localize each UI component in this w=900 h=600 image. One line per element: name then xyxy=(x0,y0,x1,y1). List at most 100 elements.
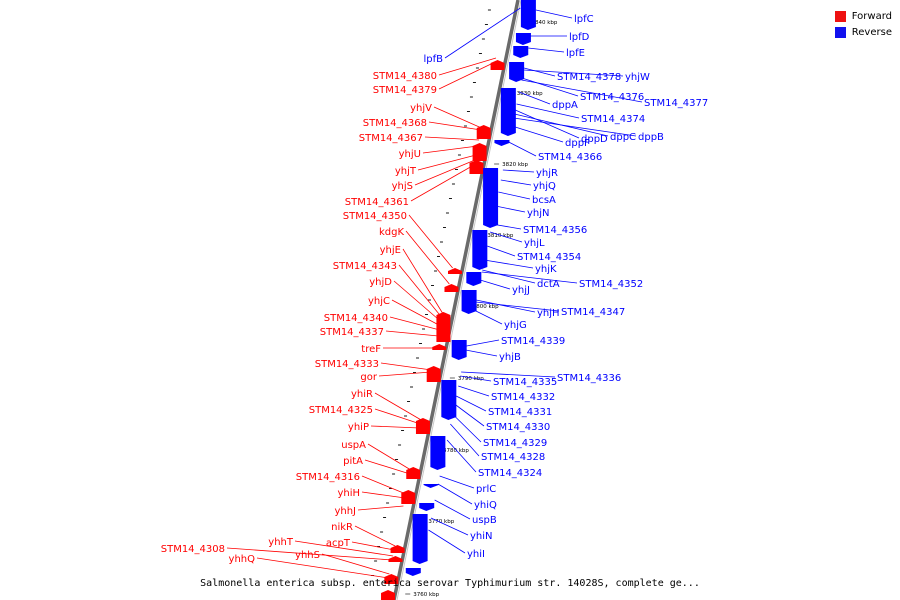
gene-leader-line xyxy=(461,371,556,378)
gene-leader-line xyxy=(428,529,466,554)
gene-label: STM14_4378 xyxy=(557,72,621,83)
forward-gene-feature xyxy=(432,344,447,350)
gene-leader-line xyxy=(438,57,497,76)
gene-label: kdgK xyxy=(379,227,404,238)
forward-gene-feature xyxy=(476,125,491,139)
gene-label: treF xyxy=(361,344,381,355)
gene-label: dctA xyxy=(537,279,560,290)
gene-leader-line xyxy=(428,121,482,131)
gene-label: STM14_4347 xyxy=(561,307,625,318)
gene-label: nikR xyxy=(331,522,353,533)
gene-label: yhjL xyxy=(524,238,545,249)
gene-leader-line xyxy=(389,316,440,331)
gene-label: uspA xyxy=(341,440,366,451)
gene-leader-line xyxy=(450,423,480,457)
gene-label: acpT xyxy=(326,538,351,549)
gene-label: gor xyxy=(360,372,377,383)
gene-leader-line xyxy=(460,375,492,382)
legend-label-reverse: Reverse xyxy=(851,26,892,38)
forward-gene-feature xyxy=(469,160,484,174)
reverse-gene-feature xyxy=(509,62,525,82)
reverse-gene-feature xyxy=(472,230,488,270)
gene-label: STM14_4331 xyxy=(488,407,552,418)
gene-label: lpfB xyxy=(423,54,443,65)
gene-label: yhiQ xyxy=(474,500,497,511)
reverse-gene-feature xyxy=(500,88,516,136)
gene-label: STM14_4352 xyxy=(579,279,643,290)
gene-leader-line xyxy=(354,525,396,547)
gene-leader-line xyxy=(367,443,412,471)
reverse-gene-feature xyxy=(461,290,477,314)
gene-leader-line xyxy=(357,505,404,511)
gene-label: yhjN xyxy=(527,208,550,219)
gene-leader-line xyxy=(495,205,526,213)
gene-label: STM14_4367 xyxy=(359,133,423,144)
reverse-gene-feature xyxy=(430,436,446,470)
gene-label: yhjJ xyxy=(512,285,530,296)
scale-ticks: 3840 kbp 3830 kbp 3820 kbp 3810 kbp 3800 kbp… xyxy=(371,9,558,598)
forward-swatch xyxy=(834,10,846,22)
gene-label: dppF xyxy=(565,138,590,149)
gene-leader-line xyxy=(498,191,531,200)
reverse-gene-feature xyxy=(405,568,421,576)
gene-label: yhjB xyxy=(499,352,521,363)
forward-gene-feature xyxy=(388,556,403,562)
gene-leader-line xyxy=(518,91,551,105)
gene-leader-line xyxy=(378,371,432,377)
forward-gene-feature xyxy=(381,590,396,600)
reverse-gene-feature xyxy=(419,503,435,511)
gene-leader-line xyxy=(528,47,565,53)
gene-leader-line xyxy=(454,403,485,427)
legend-item-forward: Forward xyxy=(834,8,892,24)
gene-leader-line xyxy=(402,248,444,315)
gene-leader-line xyxy=(391,299,441,327)
gene-labels: lpfB STM14_4380 STM14_4379 yhjV STM14_4368 ST… xyxy=(161,7,708,579)
gene-label: dppD xyxy=(581,134,608,145)
gene-leader-line xyxy=(515,109,580,139)
forward-gene-feature xyxy=(472,143,487,161)
gene-label: STM14_4339 xyxy=(501,336,565,347)
gene-leader-line xyxy=(434,499,471,520)
forward-gene-feature xyxy=(444,284,459,292)
reverse-gene-feature xyxy=(423,484,439,488)
gene-label: yhjH xyxy=(537,308,560,319)
gene-leader-line xyxy=(446,439,477,473)
gene-leader-line xyxy=(484,259,534,269)
gene-leader-line xyxy=(489,231,523,243)
gene-label: STM14_4374 xyxy=(581,114,645,125)
forward-gene-feature xyxy=(426,366,441,382)
gene-leader-line xyxy=(480,279,511,290)
scale-tick-label: 3830 kbp xyxy=(517,91,543,97)
reverse-gene-feature xyxy=(494,140,510,146)
gene-label: STM14_4337 xyxy=(320,327,384,338)
gene-leader-line xyxy=(370,425,420,429)
gene-label: lpfE xyxy=(566,48,585,59)
scale-tick-label: 3800 kbp xyxy=(473,304,499,310)
gene-label: STM14_4368 xyxy=(363,118,427,129)
gene-leader-line xyxy=(414,159,476,186)
gene-label: STM14_4325 xyxy=(309,405,373,416)
gene-leader-line xyxy=(361,491,406,499)
gene-leader-line xyxy=(513,117,637,137)
gene-leader-line xyxy=(433,106,482,129)
gene-features xyxy=(381,0,536,600)
reverse-gene-feature xyxy=(412,514,428,564)
gene-label: yhjU xyxy=(399,149,421,160)
gene-leader-line xyxy=(465,349,498,357)
scale-tick-label: 3780 kbp xyxy=(443,448,469,454)
gene-label: STM14_4330 xyxy=(486,422,550,433)
gene-label: STM14_4308 xyxy=(161,544,225,555)
gene-leader-line xyxy=(374,408,421,425)
gene-label: dppA xyxy=(552,100,578,111)
gene-leader-line xyxy=(516,103,580,119)
gene-leader-line xyxy=(405,230,450,285)
gene-label: yhhJ xyxy=(334,506,356,517)
gene-leader-line xyxy=(502,169,535,173)
gene-label: STM14_4336 xyxy=(557,373,621,384)
gene-leader-line xyxy=(452,413,482,443)
gene-leader-line xyxy=(417,154,477,171)
gene-leader-line xyxy=(475,299,536,313)
gene-label: STM14_4350 xyxy=(343,211,407,222)
gene-label: STM14_4335 xyxy=(493,377,557,388)
gene-leader-line xyxy=(408,214,453,269)
